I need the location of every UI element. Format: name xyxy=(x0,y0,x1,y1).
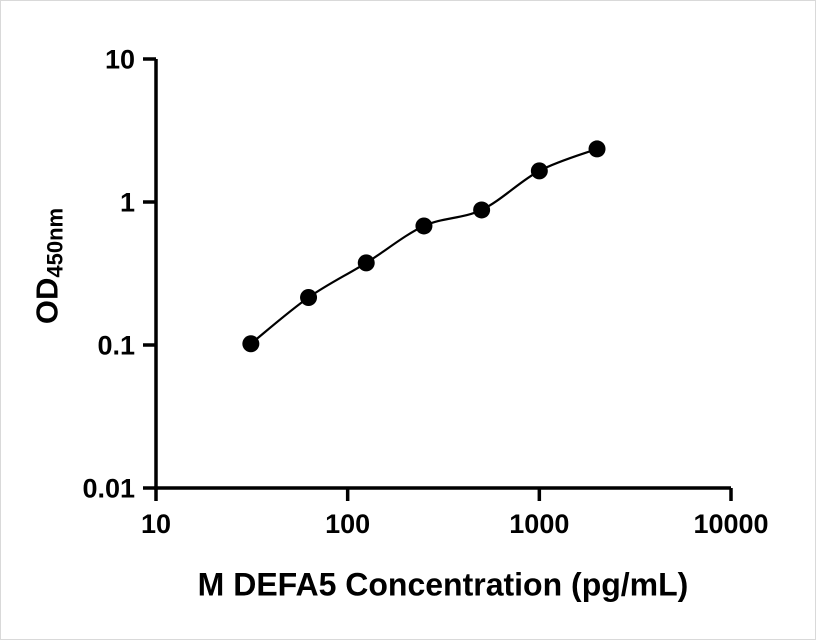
y-axis-title: OD450nm xyxy=(30,208,69,324)
y-tick-label: 0.01 xyxy=(82,473,135,503)
x-tick-label: 100 xyxy=(325,509,370,539)
x-tick-label: 1000 xyxy=(509,509,569,539)
data-point xyxy=(357,254,375,272)
x-tick-label: 10 xyxy=(141,509,171,539)
y-tick-label: 10 xyxy=(105,44,135,74)
data-point xyxy=(473,201,491,219)
y-tick-label: 0.1 xyxy=(97,330,135,360)
x-tick-label: 10000 xyxy=(693,509,768,539)
y-tick-label: 1 xyxy=(120,187,135,217)
y-axis-title-subscript: 450nm xyxy=(42,207,68,278)
x-axis-title-text: M DEFA5 Concentration (pg/mL) xyxy=(197,566,689,603)
x-axis-title: M DEFA5 Concentration (pg/mL) xyxy=(198,567,689,604)
data-point xyxy=(530,162,548,180)
y-axis-title-main: OD xyxy=(29,277,65,325)
data-point xyxy=(588,140,606,158)
data-point xyxy=(300,288,318,306)
fit-curve xyxy=(250,147,598,345)
data-point xyxy=(242,335,260,353)
data-point xyxy=(415,217,433,235)
